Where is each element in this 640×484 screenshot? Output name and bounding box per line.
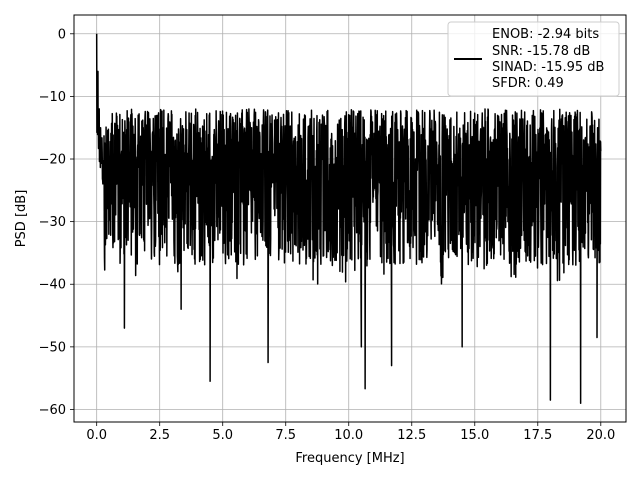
x-tick-label: 7.5 — [275, 428, 296, 443]
y-axis-label: PSD [dB] — [14, 190, 29, 248]
y-tick-label: −50 — [39, 340, 66, 355]
x-tick-label: 15.0 — [460, 428, 489, 443]
y-tick-label: −30 — [39, 215, 66, 230]
y-tick-label: 0 — [58, 27, 66, 42]
legend-entry-sinad: SINAD: -15.95 dB — [492, 60, 604, 75]
y-tick-label: −10 — [39, 90, 66, 105]
x-tick-label: 10.0 — [334, 428, 363, 443]
series-layer — [95, 33, 602, 404]
y-tick-label: −20 — [39, 153, 66, 168]
legend: ENOB: -2.94 bits SNR: -15.78 dB SINAD: -… — [447, 21, 620, 97]
axes-frame — [73, 14, 627, 423]
legend-entry-snr: SNR: -15.78 dB — [492, 44, 590, 59]
psd-series-line — [95, 33, 602, 404]
y-tick-label: −40 — [39, 278, 66, 293]
x-tick-label: 2.5 — [149, 428, 170, 443]
x-tick-label: 0.0 — [86, 428, 107, 443]
legend-entry-enob: ENOB: -2.94 bits — [492, 27, 599, 42]
x-tick-label: 12.5 — [397, 428, 426, 443]
ticks: 0.0 2.5 5.0 7.5 10.0 12.5 15.0 17.5 20.0 0 −10 −20 −… — [39, 27, 616, 443]
x-axis-label: Frequency [MHz] — [295, 451, 404, 466]
x-tick-label: 20.0 — [586, 428, 615, 443]
x-tick-label: 5.0 — [212, 428, 233, 443]
legend-box — [447, 21, 620, 97]
y-tick-label: −60 — [39, 403, 66, 418]
legend-entry-sfdr: SFDR: 0.49 — [492, 76, 564, 91]
x-tick-label: 17.5 — [523, 428, 552, 443]
